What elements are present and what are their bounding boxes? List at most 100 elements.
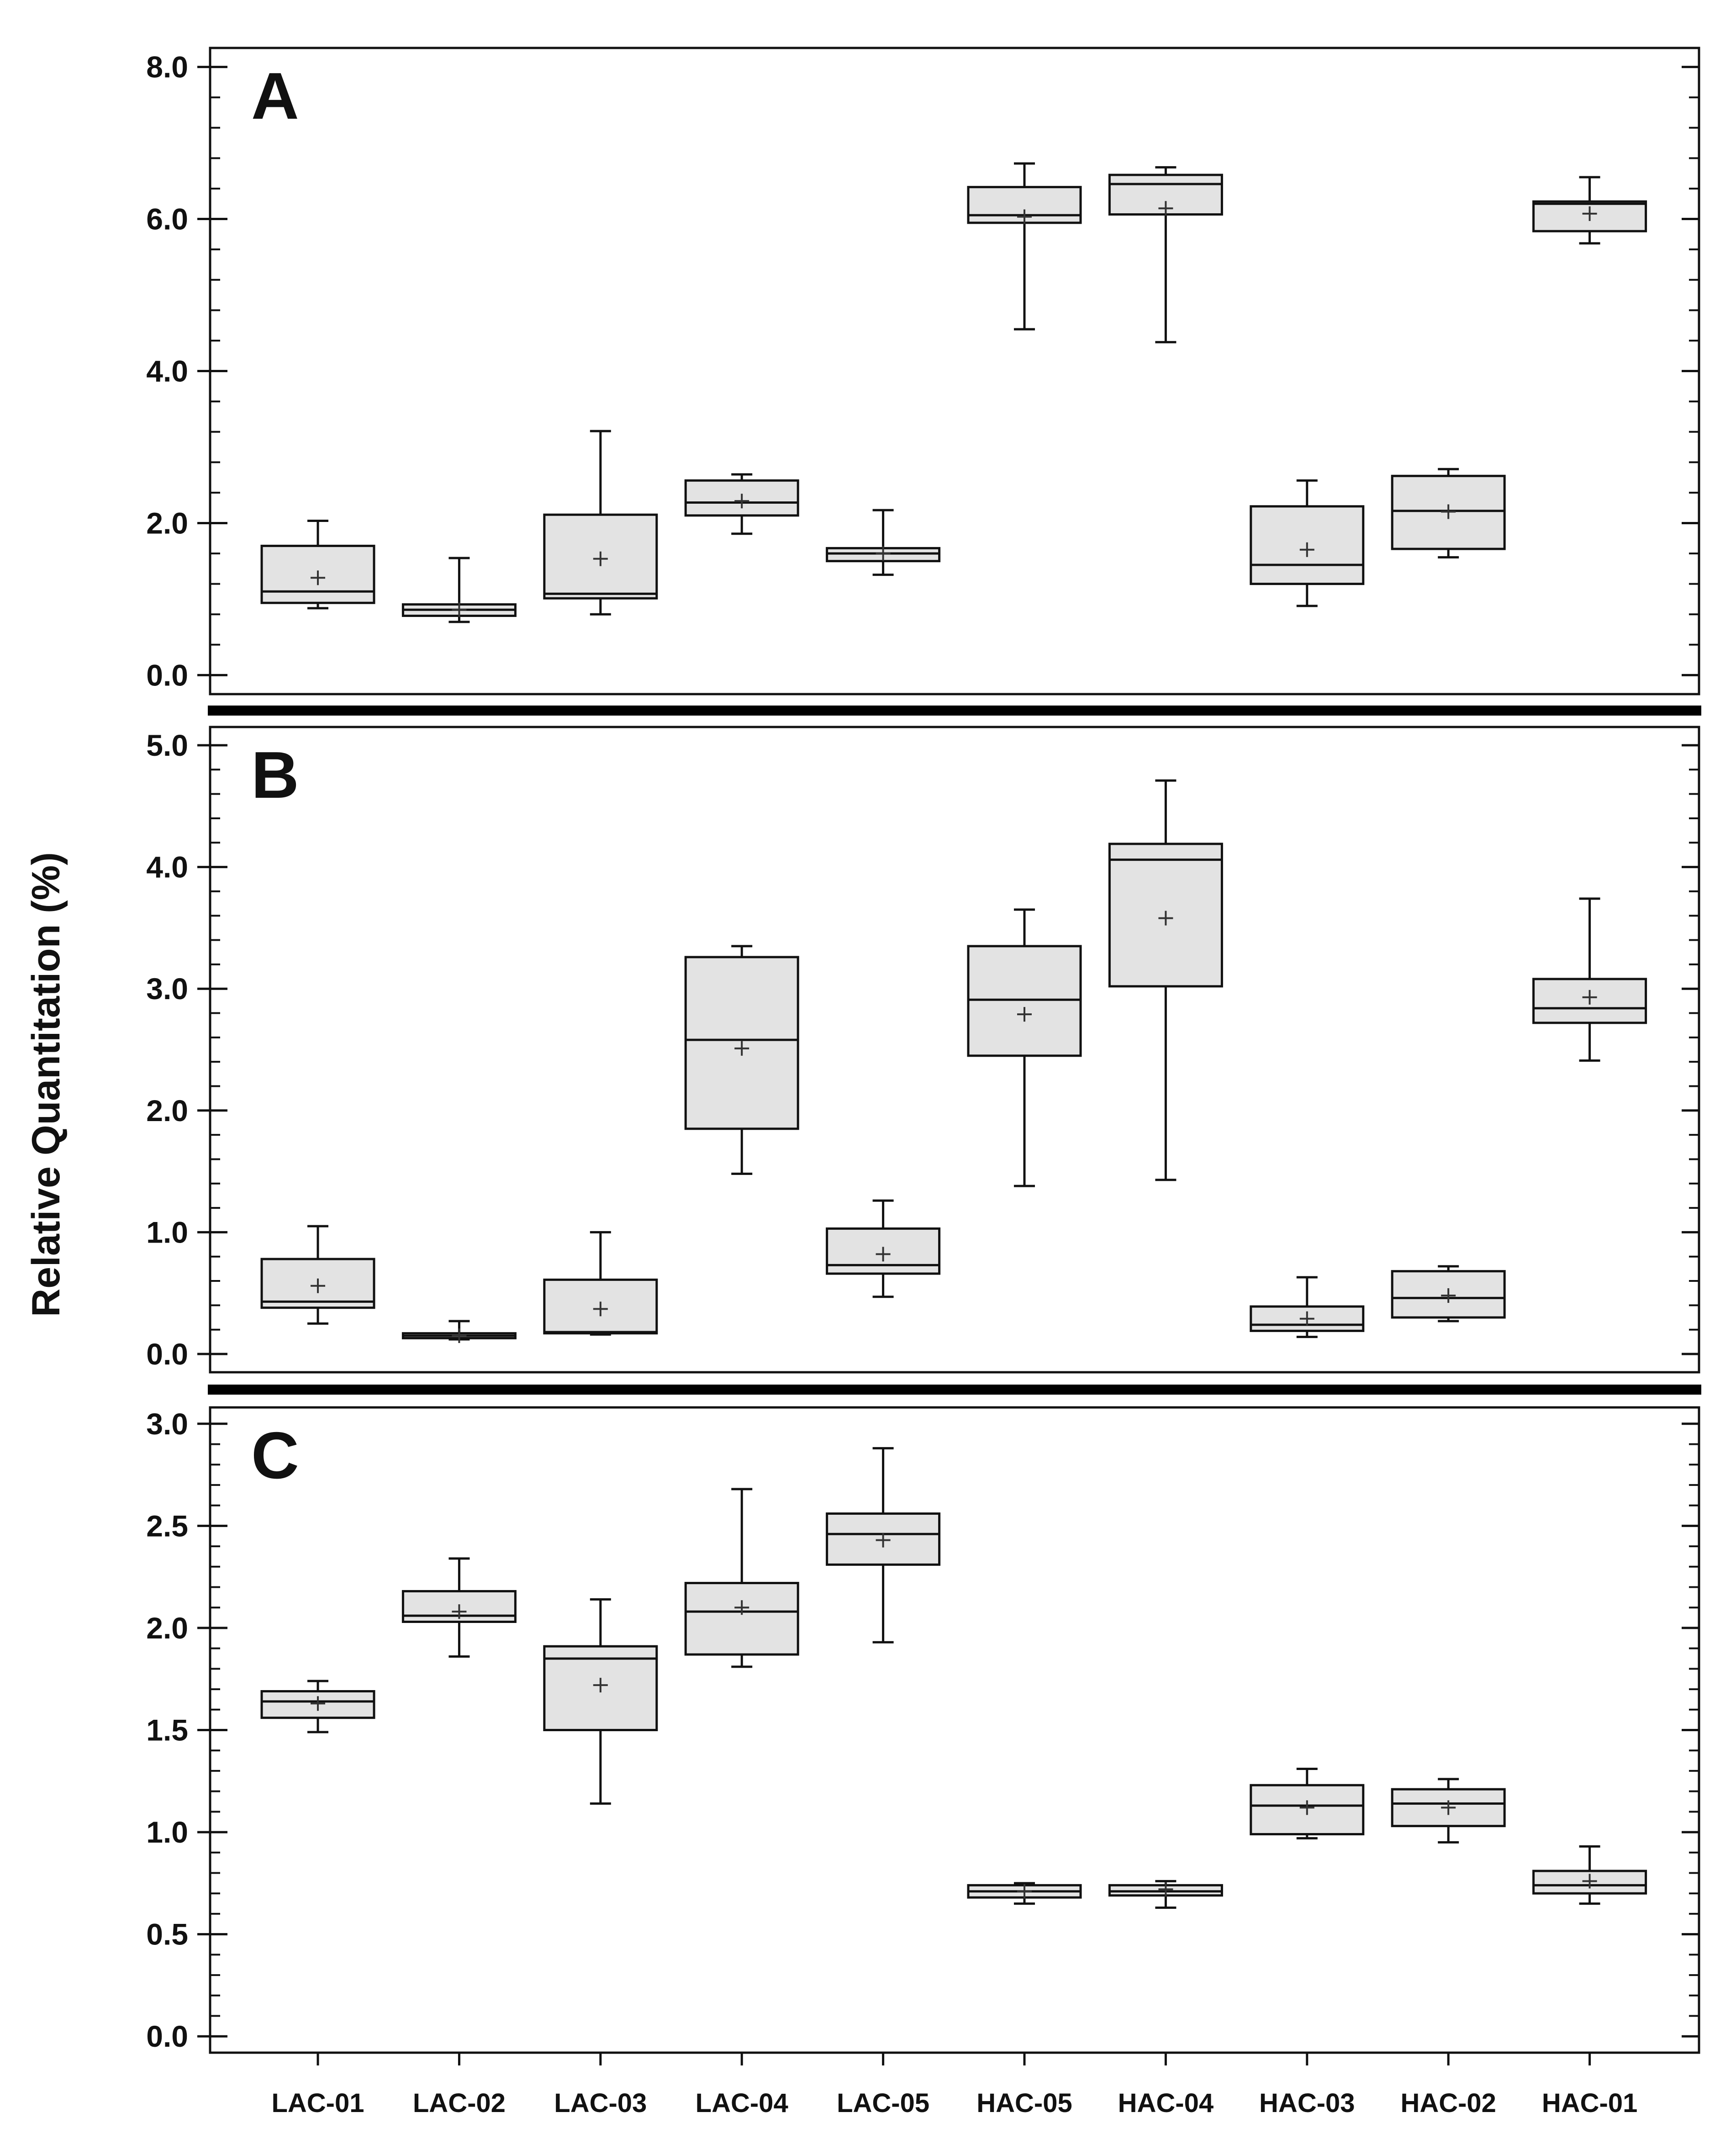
iqr-box (967, 945, 1082, 1057)
mean-marker (1582, 990, 1597, 1005)
mean-marker (734, 494, 749, 509)
panel-separator (208, 1385, 1701, 1395)
y-tick-label: 3.0 (146, 972, 188, 1006)
box-hac-01 (1532, 176, 1647, 245)
iqr-box (684, 1582, 799, 1656)
box-lac-04 (684, 945, 799, 1175)
mean-marker (1441, 1800, 1456, 1815)
y-tick-label: 1.0 (146, 1215, 188, 1249)
mean-marker (593, 1678, 608, 1693)
mean-marker (1299, 1800, 1314, 1815)
panel-frame (209, 726, 1700, 1374)
iqr-box (543, 513, 658, 600)
mean-marker (1017, 1007, 1032, 1022)
y-tick-label: 2.0 (146, 1094, 188, 1127)
mean-marker (452, 1604, 467, 1619)
box-hac-04 (1108, 1880, 1223, 1909)
mean-marker (1158, 911, 1173, 926)
mean-marker (876, 546, 891, 561)
mean-marker (876, 1533, 891, 1548)
x-tick-label: LAC-02 (413, 2088, 506, 2118)
y-tick-label: 1.0 (146, 1815, 188, 1849)
box-lac-05 (826, 509, 941, 576)
mean-marker (452, 602, 467, 617)
box-hac-02 (1391, 468, 1506, 558)
x-tick-label: HAC-01 (1542, 2088, 1638, 2118)
panel-separator (208, 706, 1701, 716)
box-hac-03 (1250, 479, 1365, 607)
box-hac-02 (1391, 1778, 1506, 1844)
panel-letter: A (251, 59, 299, 133)
y-tick-label: 0.5 (146, 1917, 188, 1951)
plot-layer: 0.02.04.06.08.0 A0.01.02.03.04.05.0 B0.00.… (146, 47, 1701, 2118)
x-tick-label: HAC-02 (1400, 2088, 1496, 2118)
mean-marker (1017, 1884, 1032, 1899)
box-hac-05 (967, 162, 1082, 331)
box-hac-01 (1532, 1845, 1647, 1905)
y-tick-label: 2.5 (146, 1509, 188, 1543)
box-lac-04 (684, 473, 799, 535)
mean-marker (452, 1328, 467, 1343)
x-tick-label: HAC-04 (1118, 2088, 1214, 2118)
box-hac-04 (1108, 779, 1223, 1181)
panel-c: 0.0 0.5 1.0 1.5 2.0 2.5 3.0 C (146, 1406, 1700, 2054)
box-lac-02 (401, 1320, 517, 1343)
box-hac-04 (1108, 166, 1223, 343)
iqr-box (1532, 200, 1647, 232)
y-tick-label: 3.0 (146, 1407, 188, 1441)
panel-letter: B (251, 738, 299, 812)
mean-marker (1158, 201, 1173, 216)
box-hac-03 (1250, 1767, 1365, 1839)
x-tick-label: LAC-05 (837, 2088, 929, 2118)
box-lac-03 (543, 1231, 658, 1336)
x-tick-label: HAC-03 (1259, 2088, 1355, 2118)
x-tick-label: LAC-04 (696, 2088, 788, 2118)
y-tick-label: 2.0 (146, 1611, 188, 1645)
mean-marker (876, 1247, 891, 1262)
box-lac-01 (260, 1225, 375, 1325)
y-tick-label: 4.0 (146, 850, 188, 884)
y-tick-label: 0.0 (146, 1337, 188, 1371)
box-lac-01 (260, 519, 375, 610)
box-lac-04 (684, 1488, 799, 1668)
mean-marker (1299, 1311, 1314, 1326)
box-lac-05 (826, 1199, 941, 1298)
mean-marker (311, 570, 325, 585)
mean-marker (1158, 1882, 1173, 1897)
x-tick-label: LAC-01 (271, 2088, 364, 2118)
mean-marker (734, 1600, 749, 1615)
box-hac-01 (1532, 897, 1647, 1062)
box-lac-02 (401, 1557, 517, 1658)
y-tick-label: 2.0 (146, 506, 188, 540)
y-tick-label: 6.0 (146, 202, 188, 236)
panel-a: 0.0 2.0 4.0 6.0 8.0 A (146, 47, 1700, 695)
x-tick-label: HAC-05 (976, 2088, 1072, 2118)
y-tick-label: 4.0 (146, 354, 188, 388)
y-tick-label: 8.0 (146, 50, 188, 84)
box-hac-05 (967, 1882, 1082, 1905)
mean-marker (1582, 1874, 1597, 1889)
y-tick-label: 1.5 (146, 1713, 188, 1747)
box-hac-05 (967, 908, 1082, 1187)
box-lac-03 (543, 430, 658, 616)
y-tick-label: 0.0 (146, 2019, 188, 2053)
mean-marker (311, 1278, 325, 1293)
box-lac-03 (543, 1598, 658, 1805)
mean-marker (734, 1041, 749, 1056)
box-lac-01 (260, 1680, 375, 1733)
mean-marker (1441, 504, 1456, 519)
panel-letter: C (251, 1418, 299, 1492)
mean-marker (1299, 542, 1314, 557)
mean-marker (1017, 209, 1032, 224)
box-hac-03 (1250, 1276, 1365, 1338)
box-hac-02 (1391, 1265, 1506, 1322)
mean-marker (1441, 1288, 1456, 1303)
mean-marker (1582, 206, 1597, 221)
y-tick-label: 0.0 (146, 658, 188, 692)
y-axis-title: Relative Quantitation (%) (24, 852, 68, 1317)
mean-marker (311, 1696, 325, 1711)
mean-marker (593, 551, 608, 566)
mean-marker (593, 1301, 608, 1317)
